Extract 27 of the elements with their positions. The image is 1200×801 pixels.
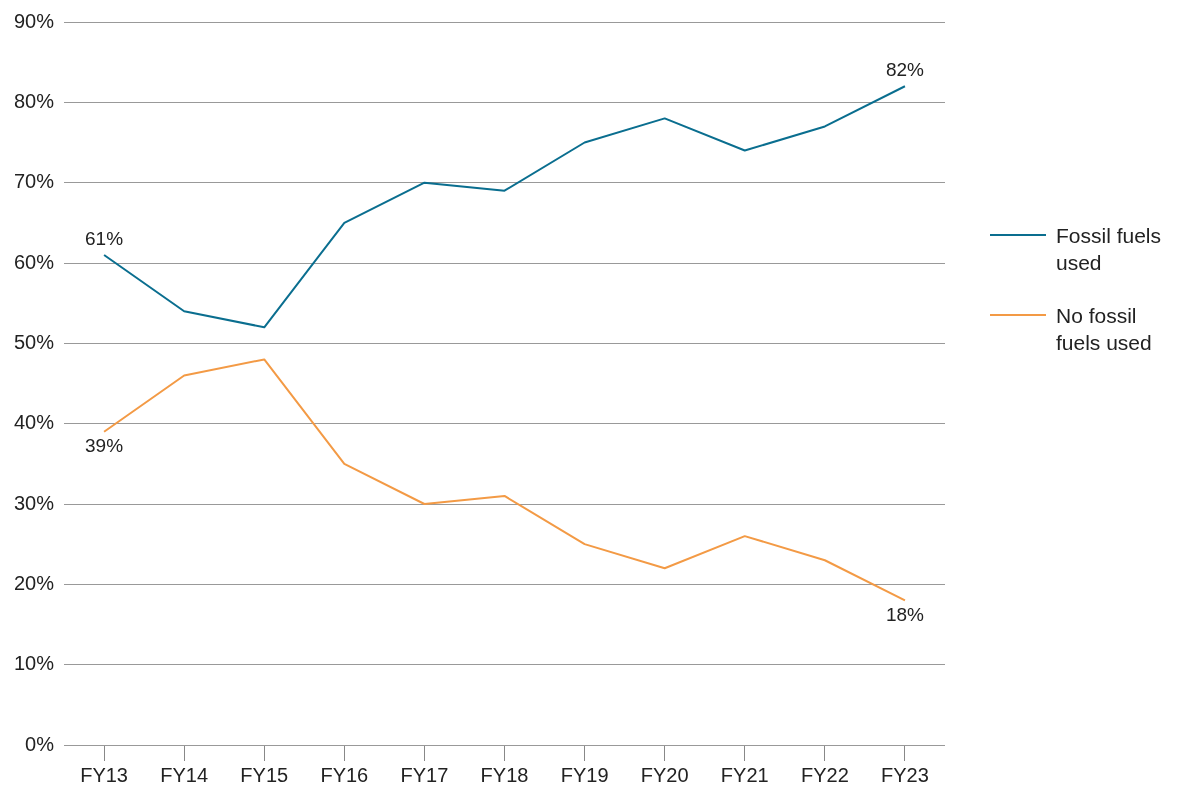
x-tick-label: FY18 bbox=[480, 763, 529, 786]
y-tick-label: 60% bbox=[14, 250, 55, 273]
legend-label: Fossil fuels used bbox=[1056, 223, 1163, 276]
x-tick-label: FY21 bbox=[720, 763, 769, 786]
y-tick-label: 80% bbox=[14, 89, 55, 112]
x-tick-label: FY14 bbox=[160, 763, 209, 786]
x-tick-label: FY22 bbox=[800, 763, 849, 786]
y-tick-label: 70% bbox=[14, 170, 55, 193]
y-tick-label: 30% bbox=[14, 491, 55, 514]
x-tick-label: FY17 bbox=[400, 763, 449, 786]
y-tick-label: 10% bbox=[14, 652, 55, 675]
x-tick-label: FY13 bbox=[80, 763, 128, 786]
y-tick-label: 0% bbox=[25, 732, 55, 755]
data-label: 18% bbox=[885, 604, 925, 626]
y-tick-label: 50% bbox=[14, 330, 55, 353]
x-tick-label: FY20 bbox=[640, 763, 689, 786]
x-tick-label: FY19 bbox=[560, 763, 609, 786]
data-label: 61% bbox=[85, 227, 124, 249]
data-label: 82% bbox=[885, 59, 925, 80]
legend-label: No fossil fuels used bbox=[1056, 303, 1153, 356]
data-label: 39% bbox=[85, 435, 124, 457]
x-tick-label: FY16 bbox=[320, 763, 369, 786]
x-tick-label: FY15 bbox=[240, 763, 289, 786]
y-tick-label: 90% bbox=[14, 9, 55, 32]
y-tick-label: 40% bbox=[14, 411, 55, 434]
y-tick-label: 20% bbox=[14, 571, 55, 594]
x-tick-label: FY23 bbox=[881, 763, 929, 786]
